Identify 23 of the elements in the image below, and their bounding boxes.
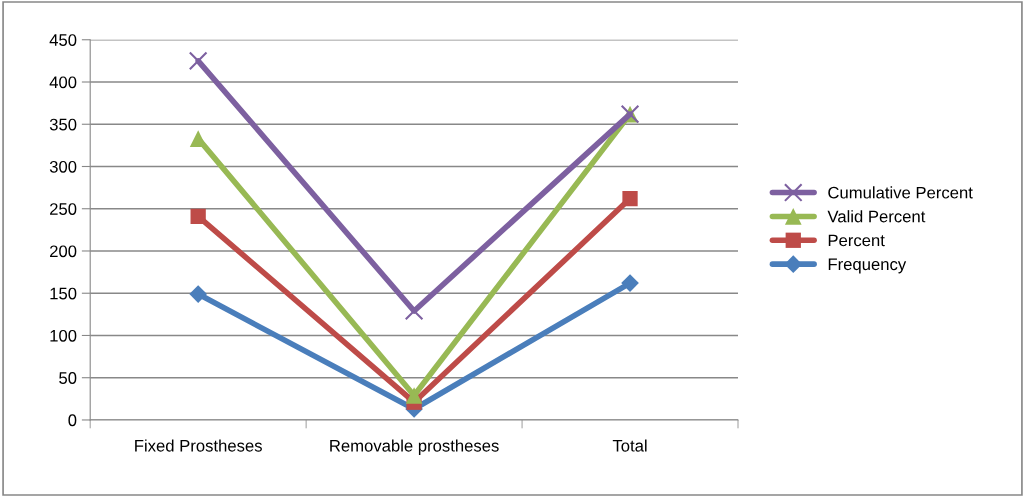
- point: [621, 274, 639, 292]
- point: [188, 51, 208, 71]
- legend-label: Cumulative Percent: [828, 186, 973, 199]
- y-tick-label: 350: [49, 118, 77, 131]
- y-tick-label: 50: [59, 372, 77, 384]
- point: [405, 387, 423, 404]
- y-tick-label: 300: [49, 160, 77, 173]
- legend-label: Frequency: [828, 258, 907, 274]
- x-tick-label: Total: [612, 439, 647, 452]
- legend-label: Valid Percent: [827, 210, 926, 223]
- legend-label: Percent: [828, 234, 885, 247]
- y-tick-label: 100: [50, 329, 77, 342]
- y-tick-label: 0: [68, 414, 77, 427]
- point: [622, 190, 638, 207]
- y-tick-label: 150: [50, 287, 77, 300]
- y-tick-label: 400: [49, 76, 77, 89]
- y-tick-label: 200: [50, 245, 77, 258]
- point: [190, 208, 206, 224]
- y-tick-label: 450: [49, 34, 77, 46]
- x-tick-label: Fixed Prostheses: [135, 439, 262, 452]
- x-tick-label: Removable prostheses: [330, 439, 499, 455]
- point: [189, 285, 208, 303]
- y-tick-label: 250: [50, 203, 77, 215]
